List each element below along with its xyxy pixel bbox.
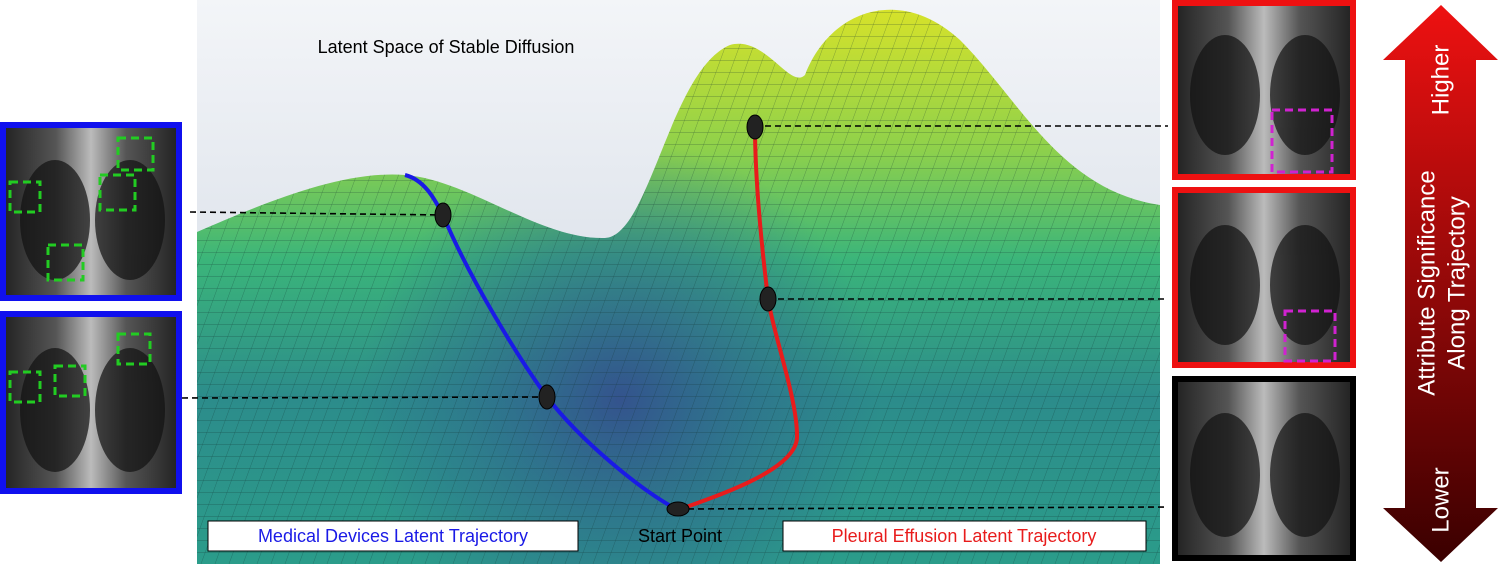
arrow-bottom-label: Lower <box>1427 467 1454 532</box>
trajectory-points <box>434 114 777 517</box>
start-point-label: Start Point <box>638 526 722 546</box>
surface <box>197 9 1160 564</box>
title: Latent Space of Stable Diffusion <box>318 37 575 57</box>
arrow-top-label: Higher <box>1427 45 1454 116</box>
significance-arrow <box>1383 5 1498 562</box>
arrow-middle-label: Attribute Significance <box>1413 170 1440 395</box>
dashed-links <box>181 125 1169 510</box>
xray-images <box>0 0 1356 561</box>
blue-trajectory <box>404 173 679 512</box>
medical-devices-label: Medical Devices Latent Trajectory <box>258 526 528 546</box>
arrow-middle-label: Along Trajectory <box>1443 196 1470 369</box>
pleural-effusion-label: Pleural Effusion Latent Trajectory <box>832 526 1097 546</box>
label-box <box>782 520 1147 552</box>
label-box <box>207 520 579 552</box>
red-trajectory <box>677 126 800 512</box>
